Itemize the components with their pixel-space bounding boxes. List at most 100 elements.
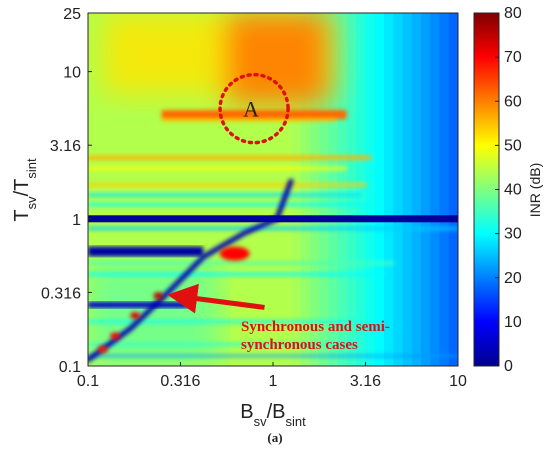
heatmap-cell <box>134 13 145 366</box>
colorbar-tick-label: 20 <box>504 270 522 287</box>
heatmap-bands <box>88 178 458 363</box>
heatmap-background <box>88 13 458 366</box>
heatmap-streak <box>88 166 347 170</box>
heatmap-diagonal <box>88 178 294 363</box>
heatmap-cell <box>106 13 117 366</box>
heatmap-streak <box>88 342 362 346</box>
heatmap-cell <box>439 13 450 366</box>
heatmap-cell <box>310 13 321 366</box>
annotation-text: Synchronous and semi- <box>241 319 390 335</box>
colorbar-tick-label: 60 <box>504 93 522 110</box>
colorbar <box>473 12 500 367</box>
heatmap-cell <box>365 13 376 366</box>
colorbar-tick-label: 40 <box>504 182 522 199</box>
heatmap-cell <box>448 13 458 366</box>
colorbar-tick-label: 10 <box>504 314 522 331</box>
x-tick-label: 10 <box>449 373 467 390</box>
y-tick-label: 1 <box>72 212 81 229</box>
heatmap-cell <box>393 13 404 366</box>
heatmap-streak <box>88 155 372 160</box>
annotation-circle <box>218 72 290 145</box>
heatmap-cell <box>180 13 191 366</box>
heatmap-streak <box>88 320 362 324</box>
heatmap-streak <box>161 118 337 122</box>
heatmap-cell <box>273 13 284 366</box>
heatmap-peak <box>219 246 250 261</box>
heatmap-peak <box>97 345 108 353</box>
y-tick-label: 0.316 <box>41 285 81 302</box>
annotation-text: synchronous cases <box>241 337 358 353</box>
heatmap-streak <box>88 261 394 265</box>
heatmap-streak <box>88 226 458 230</box>
heatmap-streak <box>161 110 347 120</box>
heatmap-band-lower <box>88 301 189 308</box>
heatmap-cell <box>125 13 136 366</box>
x-axis-label: Bsv/Bsint <box>240 401 306 429</box>
heatmap-cell <box>152 13 163 366</box>
y-axis-ticks: 0.1 0.316 1 3.16 10 25 <box>41 6 92 376</box>
heatmap-cell <box>143 13 154 366</box>
x-tick-label: 3.16 <box>350 373 381 390</box>
colorbar-tick-label: 30 <box>504 226 522 243</box>
heatmap-cell <box>226 13 237 366</box>
heatmap-cell <box>199 13 210 366</box>
y-tick-label: 25 <box>63 6 81 23</box>
annotation-circle-label: A <box>243 97 259 122</box>
heatmap-streak <box>88 203 372 207</box>
heatmap-cell <box>208 13 219 366</box>
annotations: A Synchronous and semi-synchronous cases <box>167 72 390 353</box>
heatmap-region-lowerleft <box>88 263 218 366</box>
heatmap-peaks <box>97 246 250 353</box>
heatmap-cell <box>402 13 413 366</box>
heatmap-cell <box>356 13 367 366</box>
figure-caption: (a) <box>267 430 282 445</box>
heatmap-cell <box>411 13 422 366</box>
heatmap-streak <box>88 272 385 276</box>
heatmap-cell <box>97 13 108 366</box>
heatmap-cell <box>291 13 302 366</box>
heatmap-cell <box>171 13 182 366</box>
heatmap-streaks <box>88 110 458 357</box>
heatmap-cell <box>254 13 265 366</box>
colorbar-tick-label: 50 <box>504 137 522 154</box>
colorbar-label: INR (dB) <box>527 163 543 217</box>
heatmap-cell <box>374 13 385 366</box>
x-axis-ticks: 0.1 0.316 1 3.16 10 <box>77 362 467 390</box>
heatmap-warm-core <box>224 13 329 105</box>
heatmap-streak <box>88 183 367 187</box>
x-tick-label: 0.316 <box>160 373 200 390</box>
heatmap-cell <box>421 13 432 366</box>
colorbar-ticks: 0 10 20 30 40 50 60 70 80 <box>495 5 522 375</box>
heatmap-peak <box>130 312 141 320</box>
colorbar-tick-label: 80 <box>504 5 522 22</box>
heatmap-cell <box>337 13 348 366</box>
heatmap-peak <box>153 292 164 300</box>
heatmap-streak <box>88 354 458 357</box>
heatmap-cell <box>328 13 339 366</box>
y-tick-label: 0.1 <box>59 359 81 376</box>
heatmap-peak <box>110 332 121 340</box>
x-tick-label: 0.1 <box>77 373 99 390</box>
heatmap-cell <box>236 13 247 366</box>
colorbar-tick-label: 0 <box>504 358 513 375</box>
heatmap <box>88 13 458 366</box>
heatmap-streak <box>88 193 362 197</box>
heatmap-cell <box>384 13 395 366</box>
heatmap-cell <box>347 13 358 366</box>
heatmap-cell <box>162 13 173 366</box>
y-axis-label: Tsv/Tsint <box>11 158 39 222</box>
heatmap-band-low <box>88 246 204 257</box>
heatmap-cell <box>189 13 200 366</box>
x-tick-label: 1 <box>269 373 278 390</box>
heatmap-cell <box>430 13 441 366</box>
heatmap-cell <box>300 13 311 366</box>
heatmap-cell <box>88 13 99 366</box>
heatmap-cell <box>217 13 228 366</box>
colorbar-tick-label: 70 <box>504 49 522 66</box>
heatmap-cell <box>115 13 126 366</box>
annotation-arrow <box>167 283 265 314</box>
heatmap-cell <box>263 13 274 366</box>
heatmap-cell <box>245 13 256 366</box>
heatmap-cell <box>319 13 330 366</box>
